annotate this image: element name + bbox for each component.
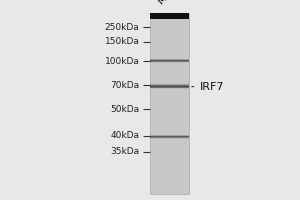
Bar bbox=[150, 87, 189, 88]
Bar bbox=[150, 135, 189, 136]
Bar bbox=[150, 134, 189, 135]
Bar bbox=[150, 84, 189, 85]
Bar bbox=[150, 63, 189, 64]
Text: 100kDa: 100kDa bbox=[105, 56, 140, 66]
Text: 70kDa: 70kDa bbox=[110, 81, 140, 90]
Bar bbox=[150, 139, 189, 140]
Bar bbox=[150, 59, 189, 60]
Bar bbox=[150, 83, 189, 84]
Bar bbox=[150, 88, 189, 89]
Text: 40kDa: 40kDa bbox=[110, 132, 140, 140]
Bar bbox=[150, 61, 189, 62]
Bar bbox=[150, 62, 189, 63]
Bar bbox=[150, 137, 189, 138]
Text: IRF7: IRF7 bbox=[200, 82, 224, 92]
Bar bbox=[150, 60, 189, 61]
Bar bbox=[150, 136, 189, 137]
Bar bbox=[150, 85, 189, 86]
Text: 50kDa: 50kDa bbox=[110, 104, 140, 114]
Bar bbox=[150, 13, 189, 19]
Text: 150kDa: 150kDa bbox=[105, 38, 140, 46]
Bar bbox=[150, 138, 189, 139]
Bar bbox=[150, 86, 189, 87]
Text: 250kDa: 250kDa bbox=[105, 22, 140, 31]
Text: 35kDa: 35kDa bbox=[110, 148, 140, 156]
Text: Mouse liver: Mouse liver bbox=[156, 0, 203, 6]
Bar bbox=[150, 58, 189, 59]
Bar bbox=[150, 14, 189, 194]
